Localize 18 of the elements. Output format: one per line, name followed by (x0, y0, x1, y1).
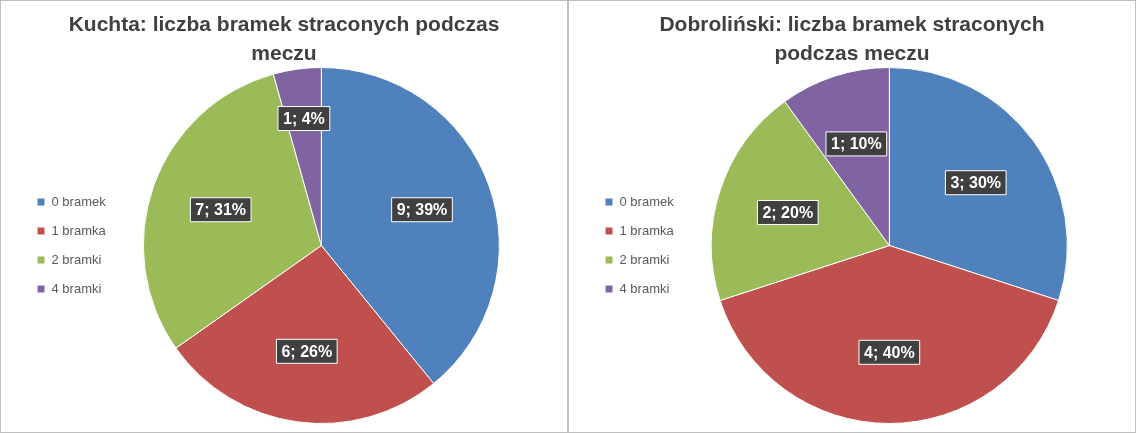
legend-label: 0 bramek (51, 193, 107, 209)
data-label: 1; 4% (283, 109, 325, 127)
data-label: 2; 20% (762, 203, 814, 221)
legend-label: 1 bramka (619, 222, 675, 238)
data-label: 7; 31% (195, 201, 247, 219)
legend-label: 2 bramki (51, 251, 102, 267)
data-label: 6; 26% (281, 342, 333, 360)
legend-label: 1 bramka (51, 222, 107, 238)
data-label: 4; 40% (863, 343, 915, 361)
chart-title: Dobroliński: liczba bramek straconych podczas meczu (658, 11, 1046, 66)
data-label: 3; 30% (950, 174, 1002, 192)
data-label: 9; 39% (396, 201, 448, 219)
data-label: 1; 10% (830, 135, 882, 153)
legend-label: 0 bramek (619, 193, 675, 209)
legend-label: 4 bramki (51, 280, 102, 296)
chart-title: Kuchta: liczba bramek straconych podczas meczu (67, 11, 501, 66)
legend-label: 4 bramki (619, 280, 670, 296)
legend-label: 2 bramki (619, 251, 670, 267)
